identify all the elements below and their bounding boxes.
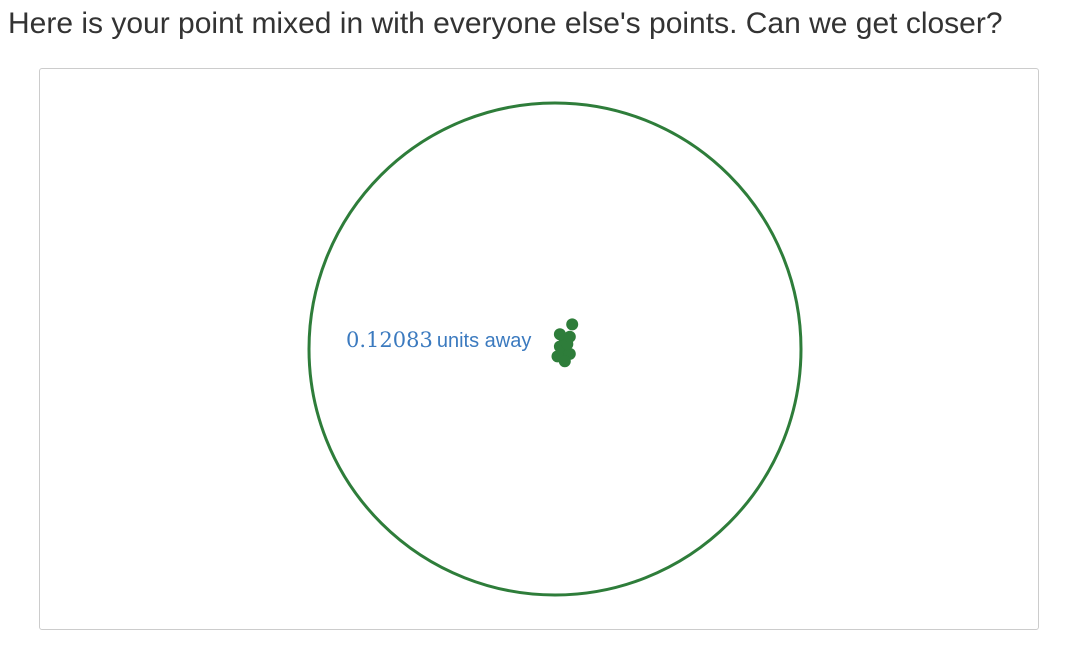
distance-label: 0.12083 units away	[346, 328, 531, 353]
target-circle	[307, 101, 803, 597]
guess-point	[558, 355, 571, 368]
plot-canvas[interactable]	[40, 69, 1040, 631]
guess-point	[553, 328, 566, 341]
guess-point	[563, 330, 576, 343]
distance-value: 0.12083	[346, 328, 433, 352]
distance-units: units away	[436, 330, 532, 352]
points-layer	[551, 318, 579, 368]
guess-point	[566, 318, 579, 331]
plot-panel[interactable]: 0.12083 units away	[39, 68, 1039, 630]
page-heading: Here is your point mixed in with everyon…	[8, 7, 1003, 40]
